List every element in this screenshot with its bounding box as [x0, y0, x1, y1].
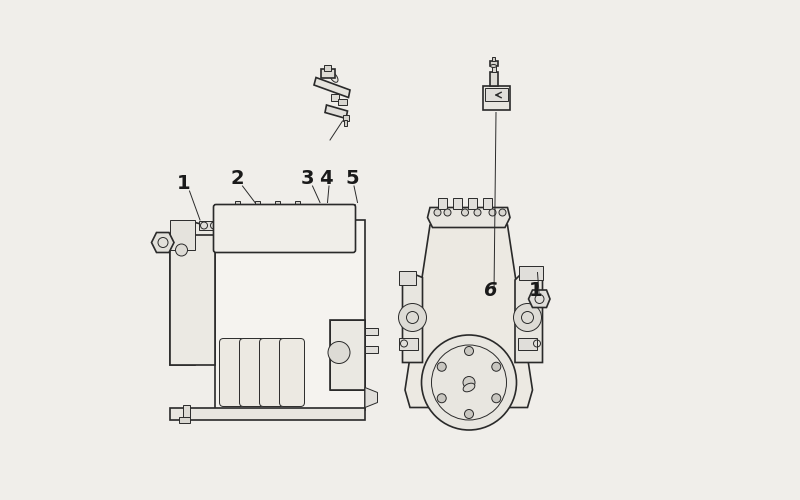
Bar: [170, 220, 195, 250]
Circle shape: [465, 410, 474, 418]
Bar: [305, 214, 311, 222]
FancyBboxPatch shape: [219, 338, 245, 406]
Circle shape: [474, 209, 481, 216]
Bar: [215, 220, 365, 410]
Text: 2: 2: [230, 169, 244, 188]
Bar: [453, 198, 462, 209]
Bar: [294, 204, 302, 214]
Bar: [215, 205, 355, 250]
FancyBboxPatch shape: [259, 338, 285, 406]
Bar: [482, 198, 491, 209]
Circle shape: [462, 209, 469, 216]
Bar: [485, 88, 507, 101]
Polygon shape: [515, 272, 542, 362]
Bar: [321, 68, 335, 78]
Bar: [438, 198, 446, 209]
Bar: [291, 214, 304, 228]
Bar: [467, 198, 477, 209]
Bar: [342, 115, 349, 121]
Polygon shape: [170, 222, 215, 365]
Bar: [365, 328, 378, 335]
Circle shape: [438, 362, 446, 371]
Ellipse shape: [463, 383, 475, 392]
Text: 5: 5: [345, 169, 359, 188]
Bar: [398, 271, 416, 285]
Bar: [490, 61, 498, 66]
Circle shape: [438, 394, 446, 403]
Polygon shape: [151, 232, 174, 252]
Ellipse shape: [330, 72, 338, 83]
Circle shape: [492, 362, 501, 371]
Bar: [398, 338, 418, 350]
Bar: [199, 221, 219, 230]
Polygon shape: [529, 290, 550, 308]
FancyBboxPatch shape: [239, 338, 265, 406]
Bar: [179, 416, 190, 422]
Bar: [275, 200, 280, 204]
Bar: [365, 346, 378, 352]
Circle shape: [499, 209, 506, 216]
Bar: [235, 200, 240, 204]
Polygon shape: [402, 272, 422, 362]
Bar: [170, 408, 365, 420]
Bar: [331, 94, 339, 101]
Circle shape: [422, 335, 517, 430]
Bar: [491, 65, 496, 72]
Text: 4: 4: [319, 169, 333, 188]
Bar: [482, 86, 510, 110]
Circle shape: [175, 244, 187, 256]
Bar: [518, 338, 537, 350]
Polygon shape: [325, 105, 347, 118]
Polygon shape: [427, 208, 510, 228]
Text: 6: 6: [483, 281, 497, 300]
FancyBboxPatch shape: [214, 204, 355, 252]
Bar: [519, 266, 543, 280]
Bar: [271, 214, 284, 228]
Circle shape: [489, 209, 496, 216]
Bar: [330, 320, 365, 390]
Bar: [251, 214, 264, 228]
Polygon shape: [365, 388, 378, 407]
Circle shape: [328, 342, 350, 363]
Bar: [338, 99, 347, 105]
Text: 3: 3: [301, 169, 314, 188]
Bar: [324, 65, 331, 71]
Bar: [254, 204, 262, 214]
Circle shape: [434, 209, 441, 216]
Polygon shape: [314, 78, 350, 98]
Circle shape: [514, 304, 542, 332]
Bar: [182, 405, 190, 417]
Bar: [318, 222, 338, 228]
Circle shape: [444, 209, 451, 216]
Bar: [274, 204, 282, 214]
Text: 1: 1: [529, 281, 543, 300]
Circle shape: [465, 346, 474, 356]
Bar: [344, 120, 347, 126]
Bar: [492, 57, 495, 61]
Bar: [330, 320, 365, 390]
FancyBboxPatch shape: [279, 338, 305, 406]
Bar: [295, 200, 300, 204]
Polygon shape: [405, 218, 533, 408]
Text: 1: 1: [177, 174, 191, 193]
Bar: [255, 200, 260, 204]
Ellipse shape: [490, 64, 497, 68]
Circle shape: [492, 394, 501, 403]
Circle shape: [463, 376, 475, 388]
Bar: [234, 204, 242, 214]
Circle shape: [398, 304, 426, 332]
Bar: [170, 235, 215, 365]
Bar: [231, 214, 244, 228]
Bar: [490, 72, 498, 86]
